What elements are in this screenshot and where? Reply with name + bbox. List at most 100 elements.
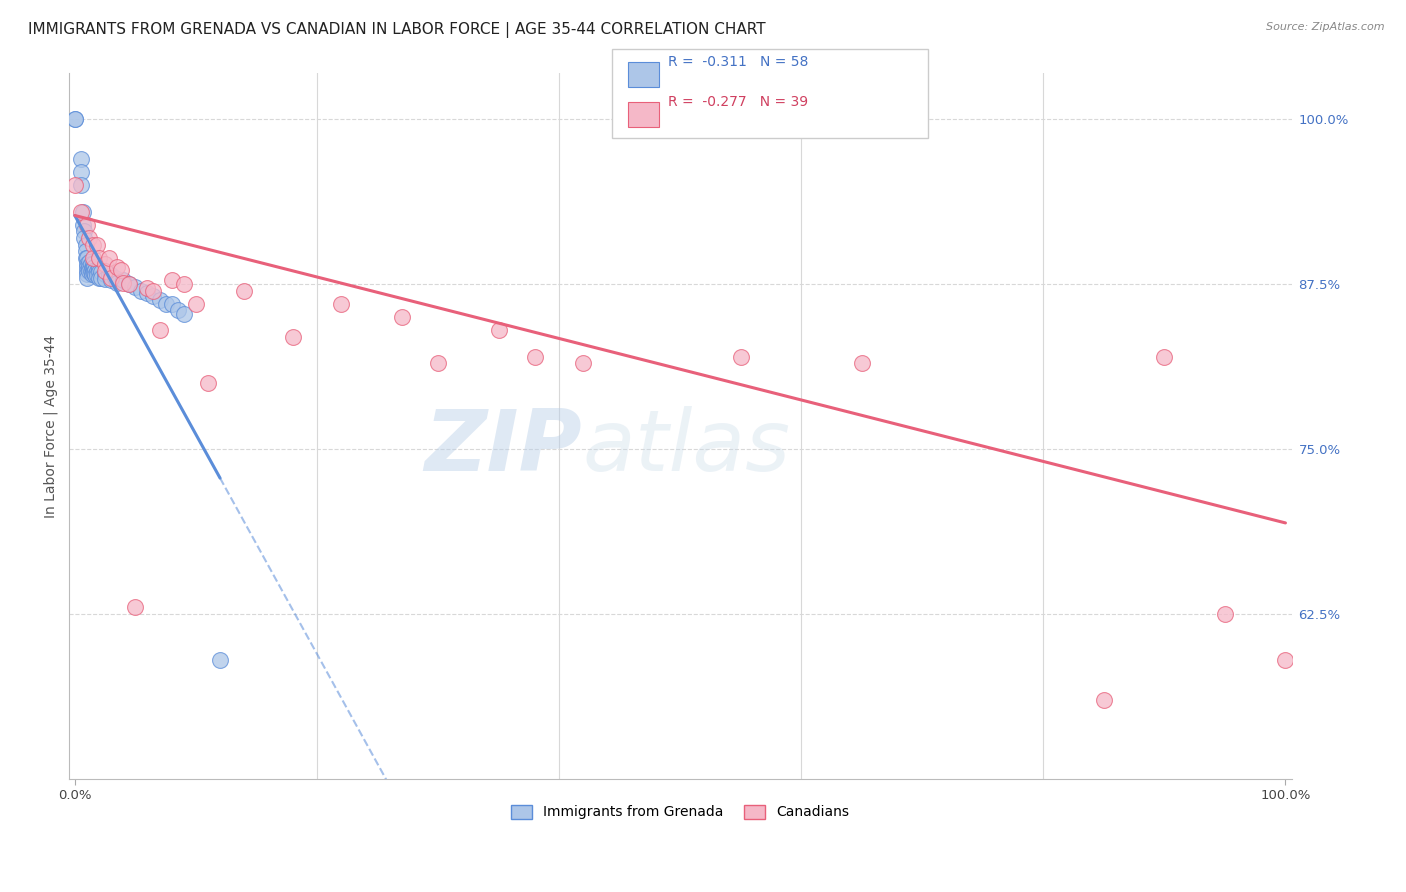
Point — [197, 376, 219, 390]
Point — [84, 262, 107, 277]
Point — [94, 264, 117, 278]
Point — [87, 251, 110, 265]
Point — [69, 152, 91, 166]
Point — [112, 273, 135, 287]
Point — [79, 231, 101, 245]
Point — [851, 356, 873, 370]
Point — [281, 330, 304, 344]
Point — [110, 262, 132, 277]
Point — [112, 276, 135, 290]
Point — [82, 261, 104, 276]
Point — [80, 261, 103, 276]
Point — [142, 289, 165, 303]
Point — [209, 653, 232, 667]
Point — [100, 273, 122, 287]
Point — [80, 267, 103, 281]
Point — [94, 257, 117, 271]
Point — [86, 264, 108, 278]
Point — [86, 268, 108, 282]
Point — [166, 303, 188, 318]
Point — [160, 273, 183, 287]
Point — [79, 257, 101, 271]
Point — [90, 265, 112, 279]
Point — [90, 270, 112, 285]
Point — [148, 293, 170, 307]
Point — [63, 112, 86, 127]
Point — [69, 204, 91, 219]
Point — [105, 260, 128, 274]
Point — [84, 268, 107, 282]
Point — [155, 297, 177, 311]
Point — [100, 270, 122, 285]
Point — [73, 231, 96, 245]
Point — [79, 264, 101, 278]
Point — [73, 224, 96, 238]
Point — [86, 237, 108, 252]
Point — [488, 323, 510, 337]
Point — [97, 251, 120, 265]
Point — [79, 264, 101, 278]
Point — [173, 308, 195, 322]
Point — [63, 112, 86, 127]
Point — [97, 268, 120, 282]
Point — [233, 284, 256, 298]
Point — [523, 350, 546, 364]
Point — [124, 600, 146, 615]
Point — [76, 264, 98, 278]
Text: R =  -0.277   N = 39: R = -0.277 N = 39 — [668, 95, 808, 110]
Point — [87, 265, 110, 279]
Point — [76, 267, 98, 281]
Point — [79, 254, 101, 268]
Point — [1153, 350, 1175, 364]
Point — [1092, 692, 1115, 706]
Point — [76, 260, 98, 274]
Point — [427, 356, 450, 370]
Point — [124, 279, 146, 293]
Point — [69, 165, 91, 179]
Point — [184, 297, 207, 311]
Point — [82, 265, 104, 279]
Point — [83, 265, 105, 279]
Text: atlas: atlas — [582, 406, 790, 489]
Point — [104, 270, 127, 285]
Point — [72, 218, 94, 232]
Point — [131, 284, 153, 298]
Text: Source: ZipAtlas.com: Source: ZipAtlas.com — [1267, 22, 1385, 32]
Point — [87, 261, 110, 276]
Point — [79, 260, 101, 274]
Point — [82, 237, 104, 252]
Point — [100, 268, 122, 282]
Point — [94, 272, 117, 286]
Point — [730, 350, 752, 364]
Point — [75, 237, 97, 252]
Point — [76, 257, 98, 271]
Point — [148, 323, 170, 337]
Point — [136, 286, 159, 301]
Text: R =  -0.311   N = 58: R = -0.311 N = 58 — [668, 55, 808, 70]
Point — [75, 244, 97, 259]
Text: ZIP: ZIP — [425, 406, 582, 489]
Point — [87, 270, 110, 285]
Point — [391, 310, 413, 324]
Point — [76, 270, 98, 285]
Point — [75, 251, 97, 265]
Point — [63, 178, 86, 193]
Point — [118, 277, 141, 291]
Point — [173, 277, 195, 291]
Legend: Immigrants from Grenada, Canadians: Immigrants from Grenada, Canadians — [506, 799, 855, 825]
Point — [69, 178, 91, 193]
Point — [82, 257, 104, 271]
Point — [330, 297, 353, 311]
Text: IMMIGRANTS FROM GRENADA VS CANADIAN IN LABOR FORCE | AGE 35-44 CORRELATION CHART: IMMIGRANTS FROM GRENADA VS CANADIAN IN L… — [28, 22, 766, 38]
Point — [83, 260, 105, 274]
Point — [572, 356, 595, 370]
Point — [72, 204, 94, 219]
Point — [142, 284, 165, 298]
Point — [160, 297, 183, 311]
Point — [118, 277, 141, 291]
Point — [76, 218, 98, 232]
Point — [76, 251, 98, 265]
Point — [82, 251, 104, 265]
Point — [1274, 653, 1296, 667]
Point — [105, 276, 128, 290]
